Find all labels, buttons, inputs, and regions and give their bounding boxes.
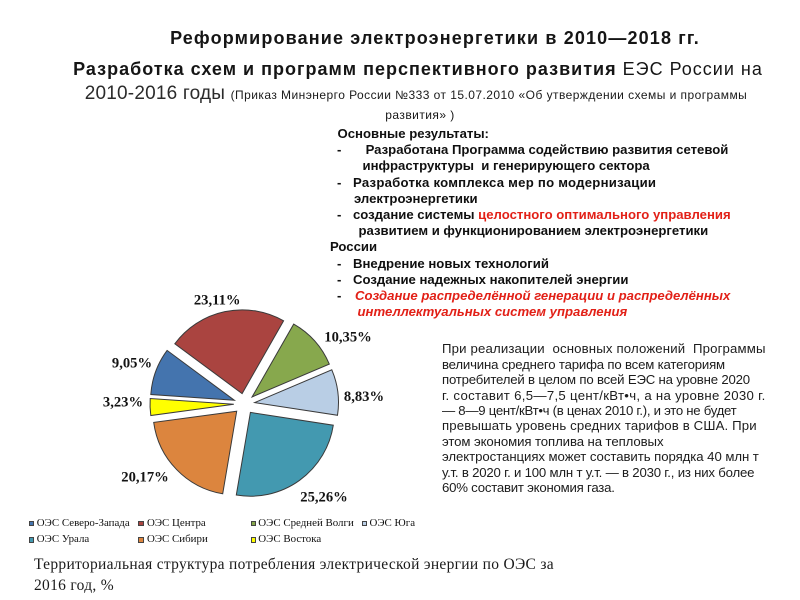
- svg-text:8,83%: 8,83%: [344, 389, 384, 405]
- svg-text:23,11%: 23,11%: [194, 293, 241, 309]
- svg-text:20,17%: 20,17%: [121, 470, 168, 486]
- svg-text:9,05%: 9,05%: [112, 356, 152, 372]
- svg-text:3,23%: 3,23%: [103, 395, 143, 411]
- svg-text:10,35%: 10,35%: [324, 330, 371, 346]
- svg-text:25,26%: 25,26%: [300, 490, 347, 506]
